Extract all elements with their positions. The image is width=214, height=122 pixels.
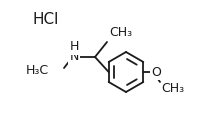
Text: H: H — [69, 41, 79, 54]
Text: N: N — [69, 51, 79, 63]
Text: O: O — [151, 66, 161, 78]
Text: CH₃: CH₃ — [109, 26, 132, 39]
Text: CH₃: CH₃ — [161, 81, 184, 95]
Text: H₃C: H₃C — [26, 63, 49, 76]
Text: HCl: HCl — [32, 12, 58, 27]
